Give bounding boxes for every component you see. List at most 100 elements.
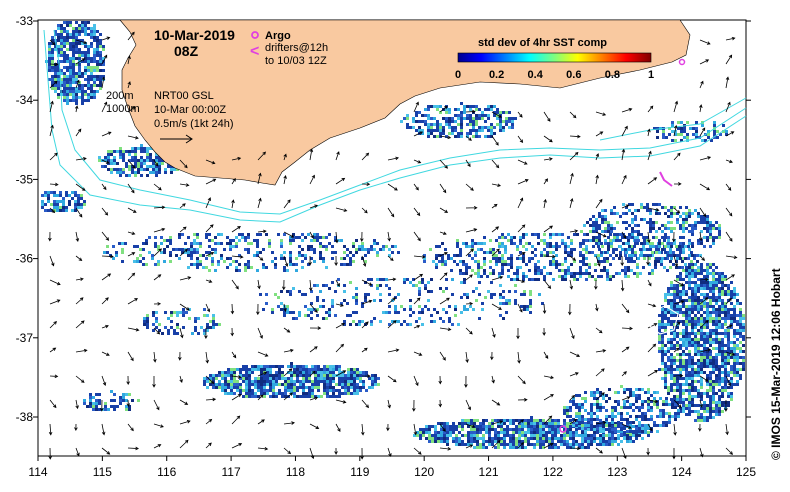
sst-pixel (457, 123, 460, 126)
sst-pixel (736, 293, 739, 296)
sst-pixel (510, 266, 513, 269)
sst-pixel (712, 299, 715, 302)
sst-pixel (71, 209, 74, 212)
sst-pixel (525, 233, 528, 236)
sst-pixel (673, 293, 676, 296)
sst-pixel (676, 332, 679, 335)
sst-pixel (422, 431, 425, 434)
sst-pixel (730, 296, 733, 299)
sst-pixel (706, 323, 709, 326)
sst-pixel (727, 344, 730, 347)
sst-pixel (475, 135, 478, 138)
sst-pixel (707, 133, 710, 136)
sst-pixel (458, 440, 461, 443)
sst-pixel (463, 278, 466, 281)
sst-pixel (730, 365, 733, 368)
sst-pixel (590, 440, 593, 443)
current-arrow (127, 55, 131, 65)
sst-pixel (724, 404, 727, 407)
sst-pixel (504, 245, 507, 248)
sst-pixel (272, 389, 275, 392)
sst-pixel (661, 359, 664, 362)
sst-pixel (289, 257, 292, 260)
sst-pixel (488, 428, 491, 431)
sst-pixel (483, 260, 486, 263)
current-arrow (361, 321, 369, 329)
sst-pixel (696, 254, 699, 257)
sst-pixel (715, 227, 718, 230)
sst-pixel (146, 326, 149, 329)
sst-pixel (664, 299, 667, 302)
sst-pixel (483, 263, 486, 266)
sst-pixel (465, 242, 468, 245)
sst-pixel (215, 374, 218, 377)
drifters-legend-sub: to 10/03 12Z (265, 55, 327, 67)
sst-pixel (682, 407, 685, 410)
current-arrow (699, 399, 704, 409)
sst-pixel (93, 54, 96, 57)
sst-pixel (700, 356, 703, 359)
sst-pixel (596, 418, 599, 421)
sst-pixel (712, 287, 715, 290)
sst-pixel (594, 269, 597, 272)
sst-pixel (72, 27, 75, 30)
sst-pixel (691, 332, 694, 335)
sst-pixel (629, 403, 632, 406)
sst-pixel (437, 431, 440, 434)
sst-pixel (487, 135, 490, 138)
sst-pixel (709, 344, 712, 347)
sst-pixel (647, 406, 650, 409)
sst-pixel (608, 388, 611, 391)
sst-pixel (314, 383, 317, 386)
sst-pixel (215, 377, 218, 380)
sst-pixel (295, 263, 298, 266)
sst-pixel (437, 434, 440, 437)
sst-pixel (134, 153, 137, 156)
sst-pixel (685, 377, 688, 380)
sst-pixel (60, 27, 63, 30)
sst-pixel (257, 386, 260, 389)
current-arrow (75, 207, 83, 218)
sst-pixel (727, 293, 730, 296)
sst-pixel (614, 422, 617, 425)
sst-pixel (569, 434, 572, 437)
sst-pixel (706, 293, 709, 296)
sst-pixel (629, 431, 632, 434)
sst-pixel (302, 392, 305, 395)
sst-pixel (623, 425, 626, 428)
current-arrow (257, 172, 262, 185)
sst-pixel (620, 418, 623, 421)
current-arrow (49, 321, 57, 329)
current-arrow (568, 303, 572, 316)
sst-pixel (730, 386, 733, 389)
current-arrow (516, 327, 520, 340)
sst-pixel (709, 230, 712, 233)
sst-pixel (706, 359, 709, 362)
sst-pixel (442, 126, 445, 129)
sst-pixel (438, 245, 441, 248)
current-arrow (179, 327, 184, 339)
sst-pixel (491, 440, 494, 443)
sst-pixel (158, 156, 161, 159)
sst-pixel (670, 257, 673, 260)
sst-pixel (578, 403, 581, 406)
sst-pixel (485, 428, 488, 431)
current-arrow (127, 446, 139, 451)
sst-pixel (600, 242, 603, 245)
sst-pixel (667, 350, 670, 353)
sst-pixel (688, 353, 691, 356)
sst-pixel (488, 422, 491, 425)
sst-pixel (527, 440, 530, 443)
current-arrow (595, 349, 607, 353)
sst-pixel (699, 254, 702, 257)
sst-pixel (635, 434, 638, 437)
sst-pixel (724, 293, 727, 296)
sst-pixel (75, 33, 78, 36)
sst-pixel (113, 408, 116, 411)
sst-pixel (701, 139, 704, 142)
sst-pixel (464, 422, 467, 425)
sst-pixel (724, 332, 727, 335)
sst-pixel (661, 242, 664, 245)
sst-pixel (685, 335, 688, 338)
sst-pixel (670, 383, 673, 386)
